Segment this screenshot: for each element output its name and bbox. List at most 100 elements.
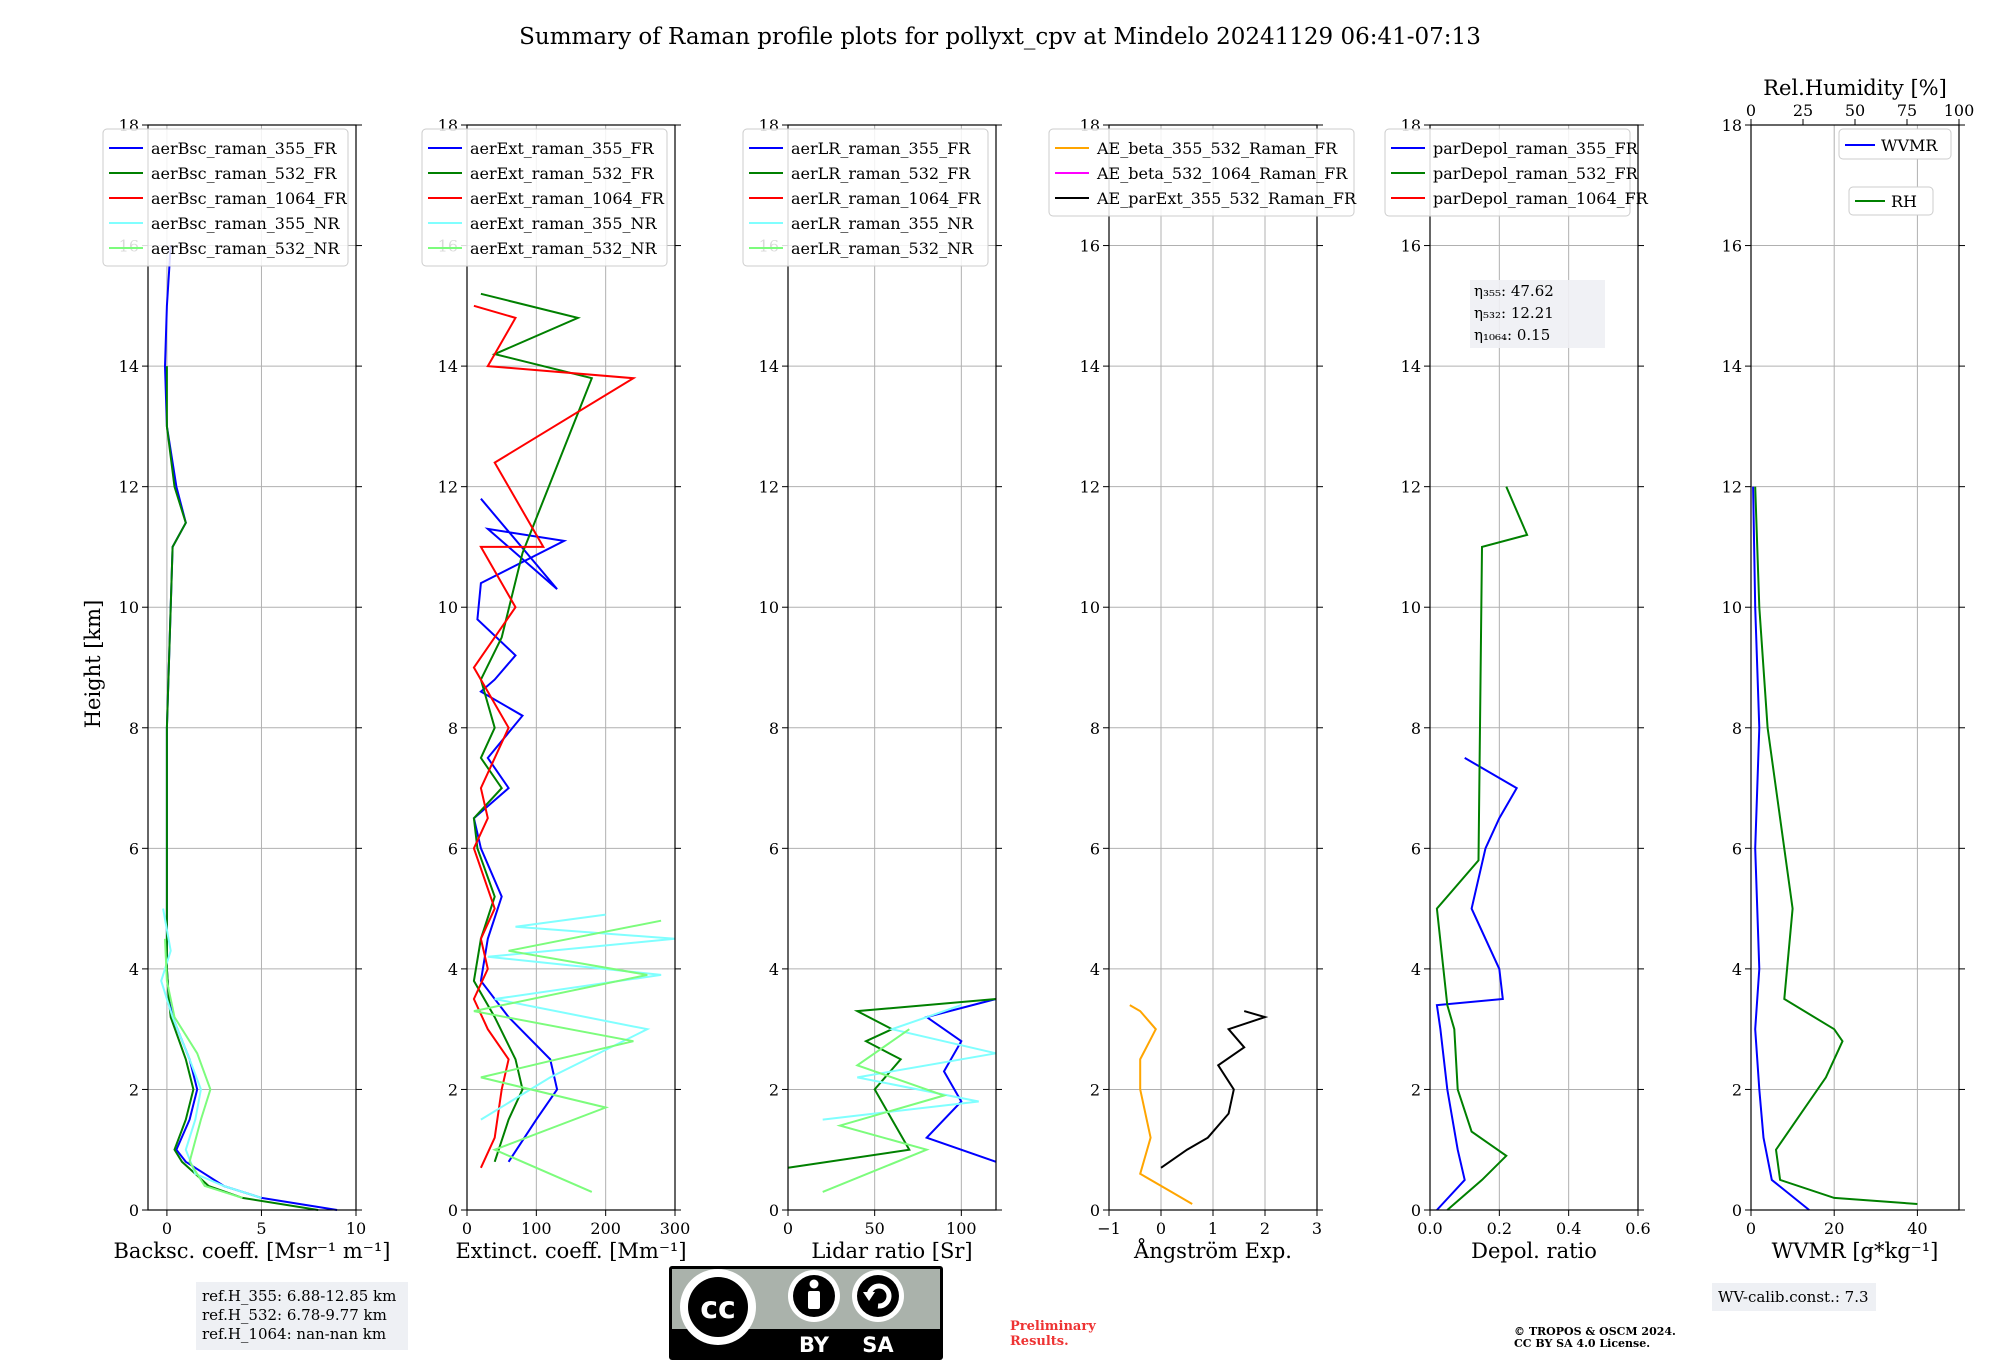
legend-entry: AE_parExt_355_532_Raman_FR: [1096, 189, 1357, 208]
x-tick-label: 0.6: [1625, 1219, 1650, 1238]
y-tick-label: 2: [129, 1080, 139, 1099]
x-tick-label: 100: [521, 1219, 552, 1238]
y-tick-label: 0: [448, 1201, 458, 1220]
legend-entry: aerLR_raman_1064_FR: [791, 189, 981, 208]
axes-frame: [787, 124, 997, 1211]
legend-entry: aerLR_raman_532_NR: [791, 239, 974, 258]
y-tick-label: 2: [1090, 1080, 1100, 1099]
series-aerBsc_raman_532_NR: [164, 938, 243, 1199]
series-aerExt_raman_355_FR: [472, 498, 568, 1163]
y-tick-label: 0: [1090, 1201, 1100, 1220]
y-tick-label: 14: [438, 357, 458, 376]
legend-entry: aerExt_raman_532_NR: [470, 239, 658, 258]
y-tick-label: 14: [1722, 357, 1742, 376]
series-RH: [1754, 486, 1918, 1205]
x-tick-label: 0: [1746, 1219, 1756, 1238]
y-tick-label: 4: [129, 960, 139, 979]
legend-entry: aerBsc_raman_532_FR: [151, 164, 337, 183]
y-tick-label: 10: [1722, 598, 1742, 617]
series-aerLR_raman_532_FR: [787, 998, 997, 1169]
y-tick-label: 8: [1090, 719, 1100, 738]
legend-entry: aerBsc_raman_1064_FR: [151, 189, 348, 208]
y-tick-label: 0: [129, 1201, 139, 1220]
x-tick-label: 20: [1824, 1219, 1844, 1238]
y-tick-label: 6: [1090, 839, 1100, 858]
y-tick-label: 0: [769, 1201, 779, 1220]
y-tick-label: 2: [448, 1080, 458, 1099]
series-AE_beta_355_532_Raman_FR: [1129, 1004, 1193, 1205]
y-tick-label: 6: [1732, 839, 1742, 858]
legend-entry: parDepol_raman_355_FR: [1433, 139, 1639, 158]
y-tick-label: 16: [1080, 237, 1100, 256]
legend-box: [1048, 128, 1355, 217]
x-axis-label: Backsc. coeff. [Msr⁻¹ m⁻¹]: [114, 1239, 391, 1263]
x-tick-label: 40: [1907, 1219, 1927, 1238]
y-tick-label: 8: [769, 719, 779, 738]
ref-h-1064: ref.H_1064: nan-nan km: [202, 1325, 386, 1343]
x-tick-label: −1: [1097, 1219, 1121, 1238]
preliminary-note-line1: Preliminary: [1010, 1319, 1096, 1334]
x-tick-label: 0.2: [1487, 1219, 1512, 1238]
legend-entry: aerExt_raman_1064_FR: [470, 189, 665, 208]
y-tick-label: 10: [119, 598, 139, 617]
y-tick-label: 4: [1411, 960, 1421, 979]
badge-by: BY: [799, 1333, 830, 1357]
y-tick-label: 14: [119, 357, 139, 376]
wv-calib-text: WV-calib.const.: 7.3: [1718, 1288, 1869, 1306]
series-parDepol_raman_355_FR: [1435, 757, 1519, 1211]
series-aerExt_raman_355_NR: [480, 913, 676, 1121]
eta-value: η₃₅₅: 47.62: [1474, 282, 1554, 300]
legend-entry: aerLR_raman_355_FR: [791, 139, 971, 158]
copyright-line2: CC BY SA 4.0 License.: [1514, 1337, 1650, 1350]
eta-box: [1470, 280, 1605, 348]
ref-h-532: ref.H_532: 6.78-9.77 km: [202, 1306, 387, 1324]
series-AE_parExt_355_532_Raman_FR: [1160, 1010, 1269, 1169]
series-aerBsc_raman_532_FR: [165, 366, 319, 1211]
panel-bsc: 0246810121416180510Backsc. coeff. [Msr⁻¹…: [102, 116, 391, 1263]
y-tick-label: 4: [1090, 960, 1100, 979]
axes-frame: [466, 124, 676, 1211]
y-tick-label: 2: [1411, 1080, 1421, 1099]
y-tick-label: 6: [129, 839, 139, 858]
y-tick-label: 8: [448, 719, 458, 738]
x-axis-label: Extinct. coeff. [Mm⁻¹]: [455, 1239, 686, 1263]
legend-entry: aerLR_raman_532_FR: [791, 164, 971, 183]
x-tick-label: 200: [590, 1219, 621, 1238]
badge-sa: SA: [862, 1333, 894, 1357]
y-tick-label: 6: [1411, 839, 1421, 858]
x-tick-label: 2: [1260, 1219, 1270, 1238]
x-tick-label: 0: [783, 1219, 793, 1238]
series-aerExt_raman_1064_FR: [472, 304, 637, 1169]
preliminary-note-line2: Results.: [1010, 1334, 1069, 1349]
x-tick-label: 50: [864, 1219, 884, 1238]
legend-entry: aerBsc_raman_532_NR: [151, 239, 340, 258]
x-axis-label: Lidar ratio [Sr]: [811, 1239, 972, 1263]
y-tick-label: 16: [1401, 237, 1421, 256]
y-tick-label: 4: [769, 960, 779, 979]
legend-box: [421, 128, 668, 267]
legend-entry: aerExt_raman_355_NR: [470, 214, 658, 233]
series-parDepol_raman_532_FR: [1435, 486, 1529, 1211]
y-tick-label: 10: [438, 598, 458, 617]
y-tick-label: 6: [769, 839, 779, 858]
y-tick-label: 4: [1732, 960, 1742, 979]
top-tick-label: 0: [1746, 101, 1756, 120]
y-tick-label: 8: [1411, 719, 1421, 738]
y-tick-label: 14: [1401, 357, 1421, 376]
x-tick-label: 1: [1208, 1219, 1218, 1238]
x-tick-label: 300: [660, 1219, 691, 1238]
legend-entry: AE_beta_355_532_Raman_FR: [1096, 139, 1338, 158]
panel-lr: 024681012141618050100Lidar ratio [Sr]aer…: [742, 116, 1002, 1263]
y-tick-label: 2: [1732, 1080, 1742, 1099]
y-tick-label: 0: [1732, 1201, 1742, 1220]
legend-entry: aerLR_raman_355_NR: [791, 214, 974, 233]
legend-entry: aerExt_raman_355_FR: [470, 139, 655, 158]
ref-height-box: ref.H_355: 6.88-12.85 km ref.H_532: 6.78…: [196, 1282, 408, 1350]
panel-ext: 0246810121416180100200300Extinct. coeff.…: [421, 116, 691, 1263]
x-axis-label: WVMR [g*kg⁻¹]: [1772, 1239, 1939, 1263]
legend-entry: aerBsc_raman_355_NR: [151, 214, 340, 233]
y-tick-label: 4: [448, 960, 458, 979]
legend-entry: parDepol_raman_532_FR: [1433, 164, 1639, 183]
